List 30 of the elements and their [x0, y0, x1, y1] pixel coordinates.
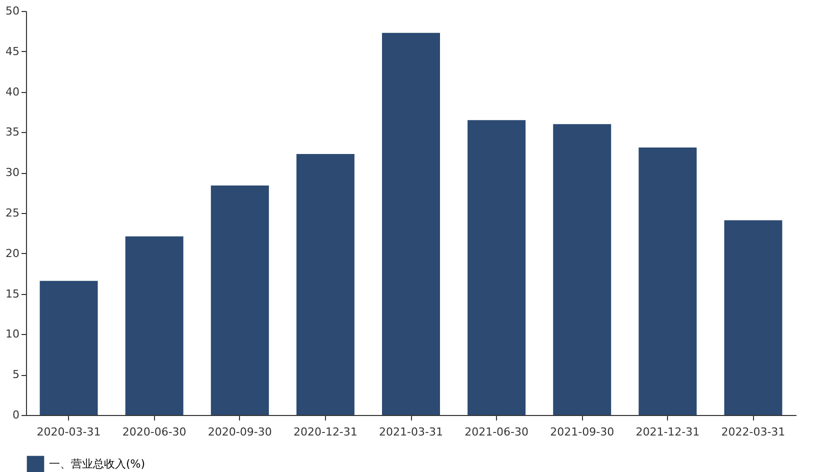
x-tick-label: 2021-09-30: [550, 426, 614, 438]
bar: [296, 154, 354, 415]
x-tick-label: 2020-06-30: [122, 426, 186, 438]
x-tick-label: 2020-03-31: [36, 426, 101, 438]
bar: [724, 220, 782, 415]
x-tick-label: 2021-12-31: [636, 426, 700, 438]
y-tick-label: 25: [6, 206, 20, 220]
y-tick-label: 10: [6, 328, 20, 341]
y-tick-label: 45: [6, 44, 20, 58]
x-tick-label: 2020-09-30: [208, 426, 272, 438]
bar: [382, 32, 440, 415]
y-tick-label: 40: [6, 85, 20, 98]
bar: [125, 236, 184, 415]
y-tick-label: 50: [6, 4, 20, 18]
bar: [468, 120, 526, 415]
bar: [210, 186, 269, 415]
x-tick-label: 2020-12-31: [293, 426, 358, 438]
bar: [638, 148, 697, 415]
y-tick-label: 30: [6, 166, 20, 180]
y-tick-label: 35: [6, 126, 20, 139]
x-tick-label: 2021-03-31: [379, 426, 443, 438]
y-tick-label: 5: [12, 368, 20, 382]
y-tick-label: 15: [6, 287, 20, 300]
bar: [40, 280, 98, 415]
legend-label: 一、营业总收入(%): [49, 458, 146, 470]
y-tick-label: 0: [12, 408, 20, 422]
bar: [553, 124, 612, 415]
x-tick-label: 2022-03-31: [721, 426, 786, 438]
y-tick-label: 20: [6, 246, 20, 260]
x-tick-label: 2021-06-30: [464, 426, 529, 438]
